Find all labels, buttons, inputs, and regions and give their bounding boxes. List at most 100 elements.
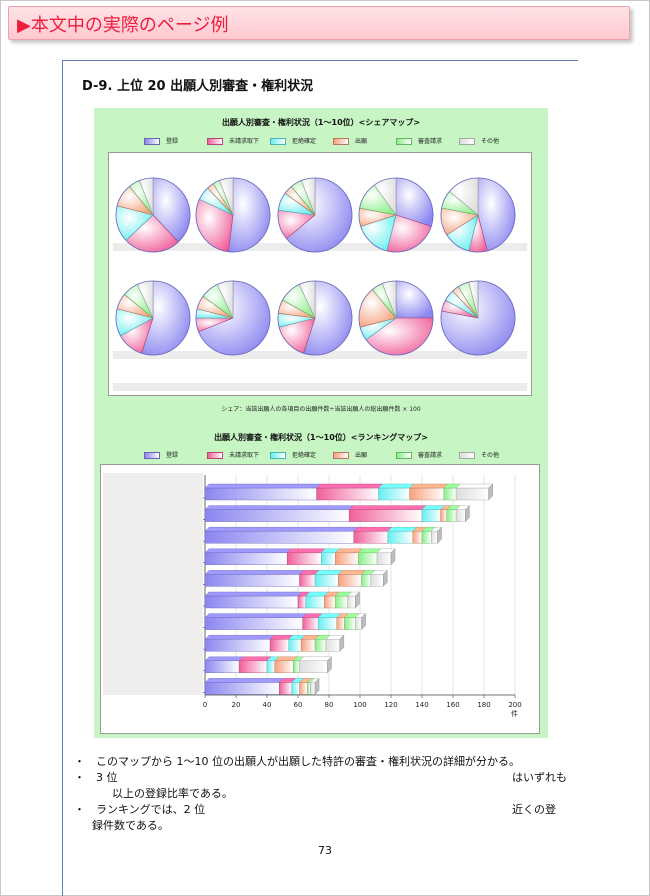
bar-end-face [488, 483, 493, 501]
bar-segment-top [409, 483, 449, 489]
bar-end-face [465, 505, 470, 523]
pie-8 [277, 280, 353, 356]
pie-outline [277, 177, 353, 253]
legend-swatch [144, 452, 160, 459]
bar-segment [431, 530, 438, 544]
bar-segment [421, 509, 441, 522]
bar-segment [307, 682, 311, 695]
pie-row-band [113, 383, 527, 391]
pie-slice [395, 280, 434, 319]
x-tick-label: 60 [294, 701, 303, 709]
pie-9 [358, 280, 434, 356]
bar-segment [204, 552, 288, 566]
bar-segment-top [204, 483, 322, 489]
bar-end-face [327, 656, 332, 674]
bar-end-face [339, 634, 345, 652]
chart-area: 出願人別審査・権利状況（1～10位）<シェアマップ> 登録 未請求取下 拒絶確定 出願… [94, 108, 548, 738]
bar-segment-top [204, 591, 303, 597]
legend-label: その他 [481, 452, 500, 459]
bar-segment [370, 574, 384, 587]
legend-label: 未請求取下 [229, 138, 260, 145]
x-tick-label: 160 [446, 701, 459, 709]
bullet-2-cont: 以上の登録比率である。 [112, 787, 233, 800]
banner-title: ▶本文中の実際のページ例 [17, 15, 229, 36]
bar-chart-title: 出願人別審査・権利状況（1～10位）<ランキングマップ> [214, 433, 428, 442]
header-banner: ▶本文中の実際のページ例 [8, 6, 630, 40]
bar-segment-top [204, 656, 244, 662]
bar-segment [455, 509, 466, 522]
bar-segment [338, 574, 362, 587]
bar-end-face [361, 613, 366, 631]
pie-7 [195, 280, 271, 356]
legend-item-1: 未請求取下 [207, 136, 259, 146]
bar-segment [361, 574, 372, 587]
share-formula-note: シェア：当該出願人の各項目の出願件数÷当該出願人の総出願件数 × 100 [221, 406, 421, 413]
bar-segment [310, 682, 316, 695]
pie-3 [277, 177, 353, 253]
bar-segment [266, 660, 275, 674]
legend-item-1: 未請求取下 [207, 450, 259, 460]
bar-segment [409, 487, 444, 501]
bar-segment [274, 660, 294, 674]
bar-segment [446, 509, 457, 522]
legend-label: 登録 [166, 138, 179, 145]
legend-label: 拒絶確定 [292, 452, 317, 459]
bar-segment [300, 638, 316, 652]
legend-label: 登録 [166, 452, 179, 459]
bar-segment [455, 487, 489, 501]
bar-segment-top [455, 483, 494, 489]
pie-6 [115, 280, 191, 356]
bar-segment [279, 682, 292, 695]
pie-outline [277, 280, 353, 356]
bar-segment [344, 617, 356, 630]
bar-segment [348, 509, 423, 522]
bar-segment [421, 530, 432, 544]
bar-segment [314, 638, 327, 652]
bar-segment [293, 660, 300, 674]
pie-outline [195, 177, 271, 253]
pie-chart-title: 出願人別審査・権利状況（1～10位）<シェアマップ> [221, 118, 421, 127]
x-tick-label: 80 [325, 701, 334, 709]
bar-segment-top [314, 570, 343, 575]
bar-segment-top [204, 527, 359, 532]
bar-segment [316, 487, 379, 501]
bar-segment-top [348, 505, 427, 510]
pie-slice [228, 177, 271, 253]
x-tick-label: 20 [232, 701, 241, 709]
bar-segment [387, 530, 413, 544]
pie-outline [195, 280, 271, 356]
bar-segment [324, 595, 336, 609]
legend-swatch [270, 452, 286, 459]
pie-outline [358, 280, 434, 356]
bar-chart-panel: 0 20 40 60 80 100 120 140 160 180 200 件 [100, 464, 540, 734]
bar-segment [334, 552, 359, 566]
bar-segment-top [204, 634, 275, 640]
legend-item-4: 審査請求 [396, 450, 442, 460]
bar-segment [355, 617, 362, 630]
bar-segment [336, 617, 345, 630]
bar-segment [299, 660, 328, 674]
bar-segment [291, 682, 300, 695]
legend-item-4: 審査請求 [396, 136, 442, 146]
pie-5 [440, 177, 516, 253]
legend-item-3: 出願 [333, 136, 367, 146]
legend-item-0: 登録 [144, 136, 178, 146]
x-tick-label: 120 [384, 701, 397, 709]
bar-segment-top [286, 548, 326, 554]
legend-item-0: 登録 [144, 450, 178, 460]
bar-segment [358, 552, 378, 566]
page-number: 73 [318, 844, 332, 857]
bar-segment [353, 530, 389, 544]
bar-segment-top [204, 570, 305, 575]
legend-swatch [459, 138, 475, 145]
bar-segment [305, 595, 325, 609]
bar-legend: 登録 未請求取下 拒絶確定 出願 審査請求 その他 [144, 450, 524, 462]
bar-segment [299, 682, 308, 695]
pie-outline [115, 280, 191, 356]
bar-segment [321, 552, 336, 566]
x-tick-label: 100 [353, 701, 366, 709]
bar-segment-top [204, 548, 292, 554]
bar-segment [334, 595, 348, 609]
legend-swatch [207, 452, 223, 459]
